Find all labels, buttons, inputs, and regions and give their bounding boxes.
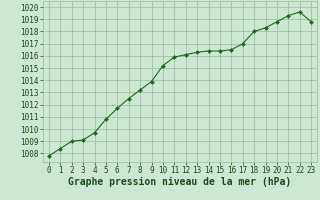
X-axis label: Graphe pression niveau de la mer (hPa): Graphe pression niveau de la mer (hPa) [68,177,292,187]
